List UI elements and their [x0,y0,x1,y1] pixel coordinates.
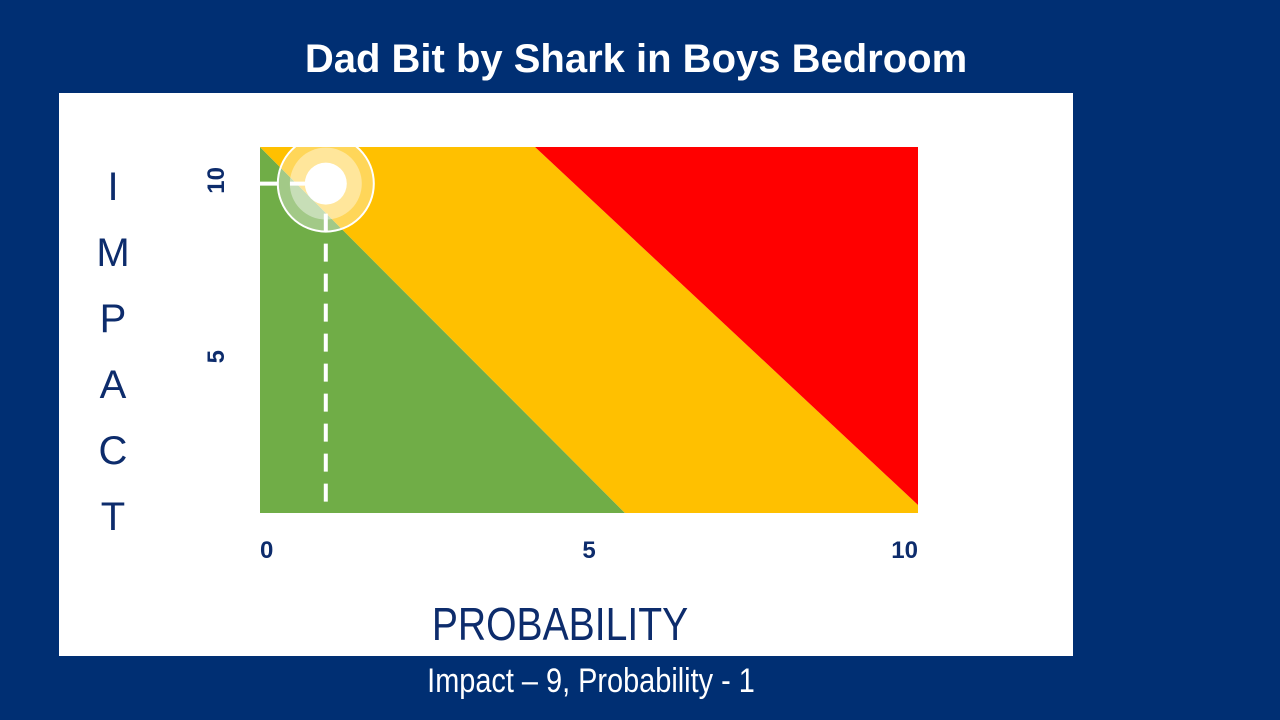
x-tick-label: 5 [582,537,595,564]
chart-title: Dad Bit by Shark in Boys Bedroom [305,37,967,81]
x-axis-label: PROBABILITY [432,599,688,651]
y-tick-label: 5 [203,350,230,363]
x-tick-label: 0 [260,537,273,564]
point [304,162,347,205]
caption: Impact – 9, Probability - 1 [427,661,755,700]
risk-zones [260,147,918,513]
y-axis-label: IMPACT [91,165,135,561]
x-tick-label: 10 [891,537,918,564]
y-tick-label: 10 [203,167,230,194]
high-zone [535,147,918,505]
medium-zone [260,147,918,513]
